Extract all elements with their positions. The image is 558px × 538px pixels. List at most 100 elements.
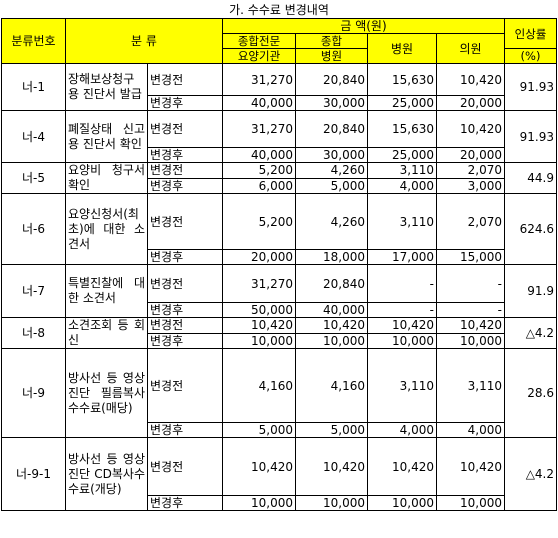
table-row: 너-9-1 방사선 등 영상진단 CD복사수수료(개당) 변경전 10,420 … <box>1 437 557 511</box>
row-before-hospital: 3,110 <box>367 162 437 179</box>
table-row: 너-6 요양신청서(최초)에 대한 소견서 변경전 5,200 4,260 3,… <box>1 193 557 265</box>
row-before-label: 변경전 <box>147 264 223 303</box>
row-after-hospital: 10,000 <box>367 495 437 511</box>
row-after-general: 40,000 <box>222 147 296 163</box>
table-row: 변경후 6,000 5,000 4,000 3,000 <box>2 177 557 194</box>
row-before-comp: 10,420 <box>295 437 368 496</box>
page-title: 가. 수수료 변경내역 <box>229 3 329 17</box>
table-row-group: 너-9 방사선 등 영상진단 필름복사수수료(매당) 변경전 4,160 4,1… <box>1 348 557 438</box>
header-code: 분류번호 <box>1 18 66 64</box>
row-before-label: 변경전 <box>147 193 223 250</box>
row-before-comp: 4,260 <box>295 162 368 179</box>
table-row: 변경후 5,000 5,000 4,000 4,000 <box>2 422 557 438</box>
row-code: 너-8 <box>1 317 66 349</box>
row-after-hospital: 4,000 <box>367 177 437 194</box>
header-group: 분류번호 분 류 금 액(원) 인상률 종합전문 종합 병원 의원 요양기관 병… <box>1 18 557 64</box>
table-row-group: 너-9-1 방사선 등 영상진단 CD복사수수료(개당) 변경전 10,420 … <box>1 437 557 511</box>
row-after-clinic: 4,000 <box>436 422 505 438</box>
row-after-comp: 5,000 <box>295 422 368 438</box>
row-after-comp: 10,000 <box>295 332 368 349</box>
table-row: 변경후 40,000 30,000 25,000 20,000 <box>2 147 557 163</box>
row-after-hospital: 4,000 <box>367 422 437 438</box>
row-code: 너-1 <box>1 63 66 111</box>
row-before-comp: 20,840 <box>295 264 368 303</box>
row-after-label: 변경후 <box>147 95 223 111</box>
row-name: 특별진찰에 대한 소견서 <box>65 264 148 318</box>
row-before-hospital: 10,420 <box>367 437 437 496</box>
row-before-general: 10,420 <box>222 437 296 496</box>
row-before-comp: 20,840 <box>295 110 368 148</box>
row-code: 너-6 <box>1 193 66 265</box>
row-after-label: 변경후 <box>147 177 223 194</box>
row-before-comp: 20,840 <box>295 63 368 96</box>
row-before-clinic: 10,420 <box>436 437 505 496</box>
table-row: 변경후 20,000 18,000 17,000 15,000 <box>2 249 557 265</box>
row-after-comp: 5,000 <box>295 177 368 194</box>
row-before-comp: 4,160 <box>295 348 368 423</box>
row-rate: 91.93 <box>504 110 557 163</box>
row-after-comp: 10,000 <box>295 495 368 511</box>
row-after-hospital: 25,000 <box>367 147 437 163</box>
header-comp-top: 종합 <box>295 33 368 49</box>
row-after-general: 40,000 <box>222 95 296 111</box>
row-before-hospital: 3,110 <box>367 193 437 250</box>
row-rate: △4.2 <box>504 317 557 349</box>
row-before-hospital: - <box>367 264 437 303</box>
row-rate: 44.9 <box>504 162 557 194</box>
row-name: 방사선 등 영상진단 CD복사수수료(개당) <box>65 437 148 511</box>
row-after-hospital: 17,000 <box>367 249 437 265</box>
row-after-comp: 40,000 <box>295 302 368 318</box>
row-before-label: 변경전 <box>147 437 223 496</box>
row-after-clinic: 20,000 <box>436 95 505 111</box>
row-code: 너-9 <box>1 348 66 438</box>
row-code: 너-7 <box>1 264 66 318</box>
row-before-label: 변경전 <box>147 348 223 423</box>
table-row: 너-5 요양비 청구서 확인 변경전 5,200 4,260 3,110 2,0… <box>1 162 557 194</box>
row-after-clinic: - <box>436 302 505 318</box>
table-row-group: 너-8 소견조회 등 회신 변경전 10,420 10,420 10,420 1… <box>1 317 557 349</box>
row-after-general: 20,000 <box>222 249 296 265</box>
row-name: 소견조회 등 회신 <box>65 317 148 349</box>
row-after-hospital: - <box>367 302 437 318</box>
row-after-hospital: 10,000 <box>367 332 437 349</box>
row-before-general: 4,160 <box>222 348 296 423</box>
row-after-label: 변경후 <box>147 332 223 349</box>
row-name: 요양신청서(최초)에 대한 소견서 <box>65 193 148 265</box>
table-row: 변경후 10,000 10,000 10,000 10,000 <box>2 495 557 511</box>
row-after-clinic: 10,000 <box>436 495 505 511</box>
row-before-hospital: 15,630 <box>367 63 437 96</box>
row-after-label: 변경후 <box>147 302 223 318</box>
row-after-general: 50,000 <box>222 302 296 318</box>
row-before-hospital: 15,630 <box>367 110 437 148</box>
row-before-hospital: 3,110 <box>367 348 437 423</box>
table-row: 너-8 소견조회 등 회신 변경전 10,420 10,420 10,420 1… <box>1 317 557 349</box>
row-rate: 28.6 <box>504 348 557 438</box>
row-name: 방사선 등 영상진단 필름복사수수료(매당) <box>65 348 148 438</box>
fee-change-table: 분류번호 분 류 금 액(원) 인상률 종합전문 종합 병원 의원 요양기관 병… <box>1 18 557 511</box>
row-before-clinic: 10,420 <box>436 110 505 148</box>
row-after-general: 10,000 <box>222 495 296 511</box>
row-after-comp: 30,000 <box>295 147 368 163</box>
row-after-label: 변경후 <box>147 147 223 163</box>
header-general-top: 종합전문 <box>222 33 296 49</box>
row-after-label: 변경후 <box>147 495 223 511</box>
row-after-hospital: 25,000 <box>367 95 437 111</box>
row-before-clinic: 10,420 <box>436 63 505 96</box>
row-before-label: 변경전 <box>147 110 223 148</box>
row-before-label: 변경전 <box>147 63 223 96</box>
header-row-2: 종합전문 종합 병원 의원 <box>2 33 557 64</box>
table-row: 너-7 특별진찰에 대한 소견서 변경전 31,270 20,840 - - 9… <box>1 264 557 318</box>
header-category: 분 류 <box>65 18 223 64</box>
row-before-general: 5,200 <box>222 193 296 250</box>
header-hospital: 병원 <box>367 33 437 64</box>
row-after-label: 변경후 <box>147 422 223 438</box>
row-after-label: 변경후 <box>147 249 223 265</box>
row-rate: 91.9 <box>504 264 557 318</box>
row-before-label: 변경전 <box>147 162 223 179</box>
row-after-general: 5,000 <box>222 422 296 438</box>
row-before-clinic: 2,070 <box>436 162 505 179</box>
row-before-label: 변경전 <box>147 317 223 334</box>
table-row: 너-9 방사선 등 영상진단 필름복사수수료(매당) 변경전 4,160 4,1… <box>1 348 557 438</box>
row-after-general: 6,000 <box>222 177 296 194</box>
row-code: 너-5 <box>1 162 66 194</box>
